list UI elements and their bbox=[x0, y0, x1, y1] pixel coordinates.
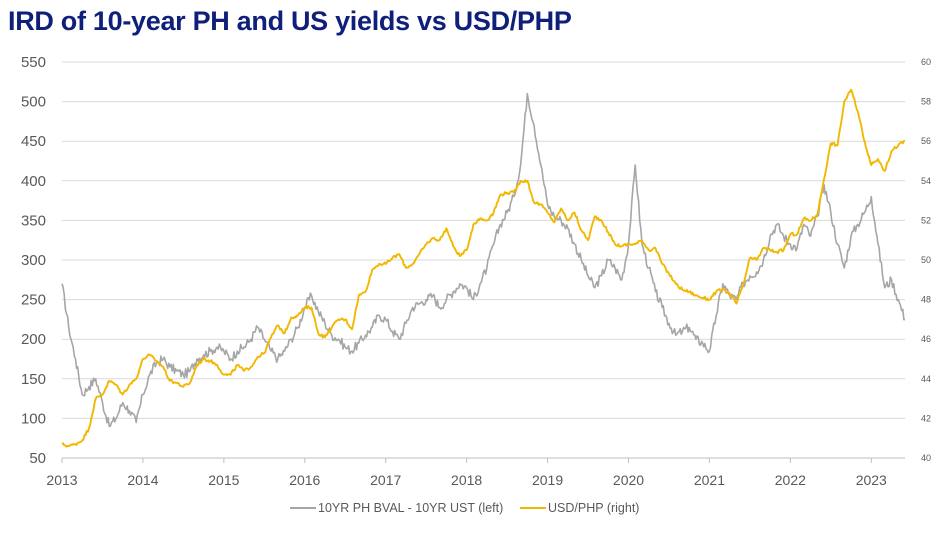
x-tick-label: 2023 bbox=[856, 472, 887, 488]
x-tick-label: 2021 bbox=[694, 472, 725, 488]
x-tick-label: 2022 bbox=[775, 472, 806, 488]
left-tick-label: 250 bbox=[21, 292, 46, 309]
x-tick-label: 2019 bbox=[532, 472, 563, 488]
left-tick-label: 350 bbox=[21, 212, 46, 229]
x-tick-label: 2014 bbox=[127, 472, 158, 488]
right-tick-label: 50 bbox=[921, 255, 931, 265]
left-tick-label: 150 bbox=[21, 371, 46, 388]
gridlines bbox=[62, 61, 905, 459]
right-tick-label: 44 bbox=[921, 374, 931, 384]
chart-title: IRD of 10-year PH and US yields vs USD/P… bbox=[8, 6, 572, 36]
left-axis-ticks: 50 100 150 200 250 300 350 400 450 500 550 bbox=[21, 54, 46, 467]
left-tick-label: 50 bbox=[29, 450, 46, 467]
x-tick-label: 2013 bbox=[46, 472, 77, 488]
right-tick-label: 40 bbox=[921, 453, 931, 463]
right-tick-label: 52 bbox=[921, 215, 931, 225]
left-tick-label: 100 bbox=[21, 410, 46, 427]
right-tick-label: 42 bbox=[921, 413, 931, 423]
usdphp-line bbox=[61, 88, 906, 448]
right-tick-label: 48 bbox=[921, 295, 931, 305]
left-tick-label: 400 bbox=[21, 173, 46, 190]
x-tick-label: 2015 bbox=[208, 472, 239, 488]
legend-label: 10YR PH BVAL - 10YR UST (left) bbox=[318, 501, 503, 515]
right-tick-label: 46 bbox=[921, 334, 931, 344]
series-lines bbox=[61, 88, 906, 448]
right-axis-ticks: 40 42 44 46 48 50 52 54 56 58 60 bbox=[921, 57, 931, 463]
right-tick-label: 58 bbox=[921, 97, 931, 107]
x-tick-label: 2017 bbox=[370, 472, 401, 488]
left-tick-label: 500 bbox=[21, 94, 46, 111]
left-tick-label: 300 bbox=[21, 252, 46, 269]
x-tick-label: 2018 bbox=[451, 472, 482, 488]
x-axis-ticks: 2013 2014 2015 2016 2017 2018 2019 2020 2021 2022… bbox=[46, 457, 905, 488]
right-tick-label: 60 bbox=[921, 57, 931, 67]
legend-label: USD/PHP (right) bbox=[548, 501, 639, 515]
legend: 10YR PH BVAL - 10YR UST (left) USD/PHP (r… bbox=[290, 501, 639, 515]
right-tick-label: 56 bbox=[921, 136, 931, 146]
left-tick-label: 450 bbox=[21, 133, 46, 150]
left-tick-label: 550 bbox=[21, 54, 46, 71]
x-tick-label: 2020 bbox=[613, 472, 644, 488]
right-tick-label: 54 bbox=[921, 176, 931, 186]
x-tick-label: 2016 bbox=[289, 472, 320, 488]
left-tick-label: 200 bbox=[21, 331, 46, 348]
